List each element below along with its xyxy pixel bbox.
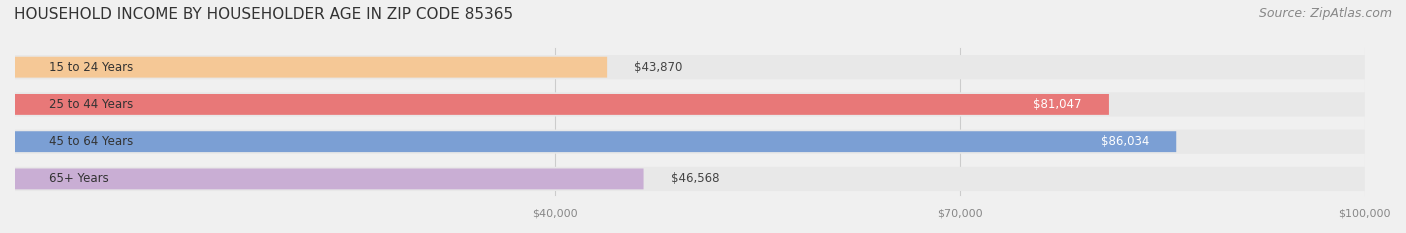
FancyBboxPatch shape: [15, 94, 1109, 115]
FancyBboxPatch shape: [15, 131, 1177, 152]
FancyBboxPatch shape: [15, 168, 644, 189]
Text: HOUSEHOLD INCOME BY HOUSEHOLDER AGE IN ZIP CODE 85365: HOUSEHOLD INCOME BY HOUSEHOLDER AGE IN Z…: [14, 7, 513, 22]
FancyBboxPatch shape: [15, 92, 1365, 116]
Text: 65+ Years: 65+ Years: [49, 172, 108, 185]
Text: 15 to 24 Years: 15 to 24 Years: [49, 61, 134, 74]
Text: $43,870: $43,870: [634, 61, 682, 74]
Text: 25 to 44 Years: 25 to 44 Years: [49, 98, 134, 111]
Text: $46,568: $46,568: [671, 172, 718, 185]
Text: $81,047: $81,047: [1033, 98, 1083, 111]
FancyBboxPatch shape: [15, 130, 1365, 154]
Text: $86,034: $86,034: [1101, 135, 1149, 148]
Text: 45 to 64 Years: 45 to 64 Years: [49, 135, 134, 148]
FancyBboxPatch shape: [15, 57, 607, 78]
Text: Source: ZipAtlas.com: Source: ZipAtlas.com: [1258, 7, 1392, 20]
FancyBboxPatch shape: [15, 167, 1365, 191]
FancyBboxPatch shape: [15, 55, 1365, 79]
